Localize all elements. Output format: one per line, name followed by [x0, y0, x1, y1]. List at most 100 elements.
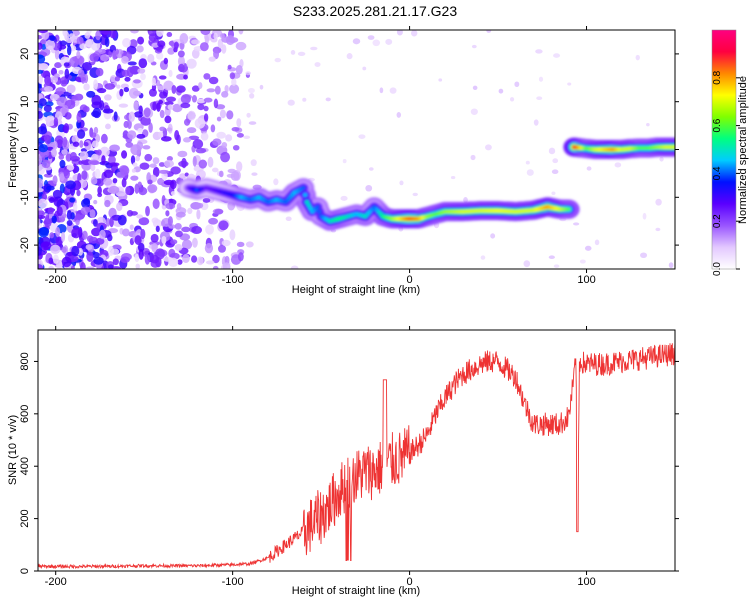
noise-blob — [168, 69, 173, 78]
signal-mark — [317, 209, 322, 214]
noise-blob — [177, 50, 185, 58]
noise-blob — [179, 33, 189, 44]
noise-blob — [132, 79, 141, 84]
noise-blob — [38, 75, 43, 85]
noise-blob — [188, 135, 200, 140]
noise-blob — [163, 80, 174, 91]
noise-blob — [138, 248, 144, 260]
noise-blob — [212, 254, 220, 264]
noise-blob — [89, 132, 97, 138]
spectrogram-x-label: Height of straight line (km) — [292, 284, 420, 296]
noise-blob — [68, 33, 76, 38]
noise-blob — [594, 239, 600, 246]
noise-blob — [183, 74, 188, 80]
noise-blob — [586, 166, 592, 171]
signal-mark — [566, 207, 571, 212]
noise-blob — [91, 227, 101, 237]
noise-blob — [203, 113, 209, 122]
noise-blob — [128, 111, 136, 123]
noise-blob — [71, 245, 80, 257]
noise-blob — [59, 159, 66, 169]
noise-blob — [76, 189, 81, 197]
noise-blob — [92, 251, 100, 259]
snr-y-tick-label: 600 — [19, 405, 31, 423]
noise-blob — [165, 202, 176, 210]
noise-blob — [368, 167, 374, 171]
noise-blob — [161, 235, 167, 245]
noise-blob — [85, 39, 96, 48]
noise-blob — [340, 195, 348, 201]
spectrogram-signal-layer — [177, 137, 675, 231]
noise-blob — [93, 256, 104, 265]
noise-blob — [71, 135, 80, 144]
noise-blob — [69, 197, 76, 203]
noise-blob — [76, 36, 84, 45]
noise-blob — [548, 255, 555, 260]
noise-blob — [182, 253, 190, 264]
noise-blob — [99, 229, 106, 240]
noise-blob — [166, 31, 173, 38]
noise-blob — [137, 36, 145, 45]
noise-blob — [49, 93, 60, 101]
noise-blob — [49, 232, 55, 239]
noise-blob — [551, 169, 559, 175]
noise-blob — [668, 262, 674, 269]
figure-title: S233.2025.281.21.17.G23 — [293, 3, 457, 19]
noise-blob — [152, 166, 160, 178]
noise-blob — [63, 168, 70, 179]
noise-blob — [218, 244, 226, 253]
noise-blob — [121, 69, 130, 77]
noise-blob — [183, 118, 191, 126]
noise-blob — [192, 237, 198, 248]
noise-blob — [137, 68, 146, 74]
noise-blob — [38, 63, 49, 70]
noise-blob — [614, 162, 622, 168]
noise-blob — [219, 170, 224, 178]
noise-blob — [82, 105, 90, 113]
snr-y-ticks: 0 200 400 600 800 — [19, 352, 679, 574]
noise-blob — [38, 43, 43, 50]
noise-blob — [235, 41, 247, 51]
noise-blob — [231, 78, 237, 86]
noise-blob — [134, 253, 140, 263]
noise-blob — [112, 258, 119, 266]
noise-blob — [551, 191, 556, 196]
noise-blob — [199, 42, 209, 52]
noise-blob — [132, 162, 138, 167]
noise-blob — [142, 145, 151, 150]
noise-blob — [438, 78, 443, 82]
noise-blob — [38, 264, 44, 269]
noise-blob — [365, 184, 373, 192]
noise-blob — [203, 97, 213, 103]
noise-blob — [127, 61, 137, 66]
snr-x-tick-label: -200 — [45, 576, 67, 588]
noise-blob — [187, 110, 196, 121]
noise-blob — [226, 110, 234, 120]
noise-blob — [75, 219, 80, 226]
noise-blob — [124, 76, 131, 82]
signal-mark — [306, 203, 311, 208]
noise-blob — [79, 151, 89, 161]
snr-y-tick-label: 400 — [19, 457, 31, 475]
noise-blob — [85, 266, 96, 269]
noise-blob — [129, 224, 134, 230]
noise-blob — [195, 147, 207, 154]
spectrogram-y-tick-label: -20 — [19, 237, 31, 253]
noise-blob — [136, 214, 143, 219]
noise-blob — [167, 47, 175, 55]
noise-blob — [110, 75, 117, 83]
noise-blob — [181, 157, 187, 169]
noise-blob — [158, 99, 164, 105]
noise-blob — [109, 144, 121, 152]
noise-blob — [40, 241, 52, 251]
noise-blob — [236, 118, 242, 128]
snr-x-tick-label: 0 — [407, 576, 413, 588]
noise-blob — [346, 53, 353, 60]
noise-blob — [150, 233, 159, 243]
noise-blob — [163, 179, 174, 186]
noise-blob — [107, 264, 114, 269]
noise-blob — [80, 148, 88, 153]
noise-blob — [173, 41, 179, 50]
noise-blob — [171, 84, 177, 94]
noise-blob — [38, 69, 44, 74]
